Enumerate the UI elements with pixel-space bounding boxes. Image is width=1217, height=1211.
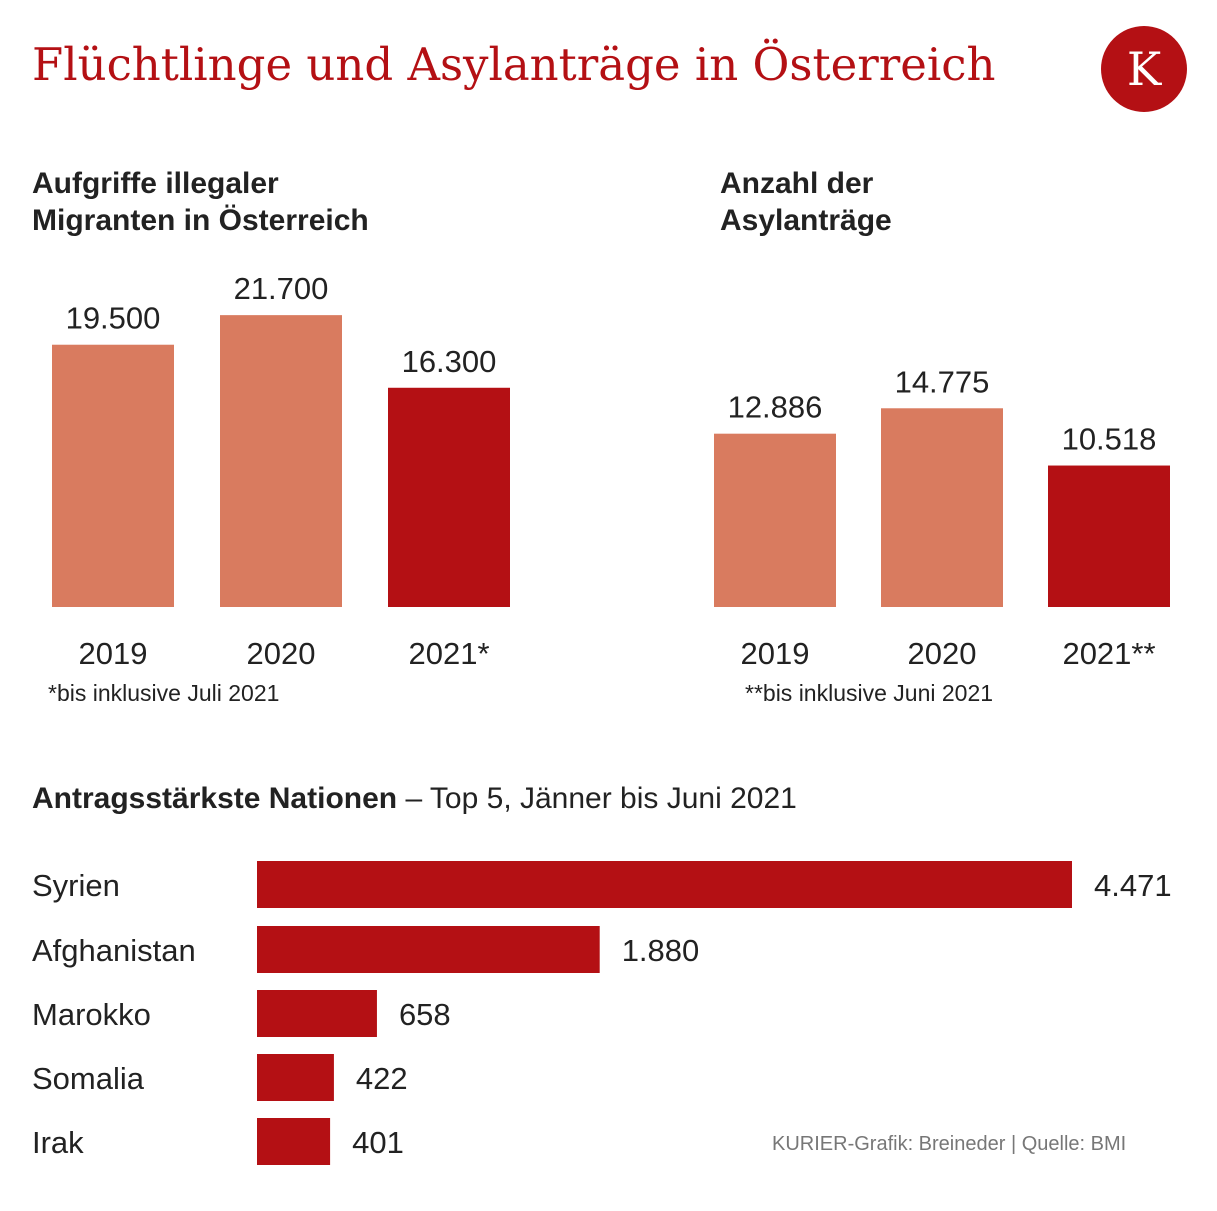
nations-bar-1	[257, 926, 600, 973]
nations-category-label-4: Irak	[32, 1125, 84, 1160]
chart2-title-line1: Anzahl der	[720, 167, 874, 200]
chart1-title-line2: Migranten in Österreich	[32, 204, 369, 237]
chart1-value-label-1: 21.700	[234, 271, 329, 306]
chart2-title-line2: Asylanträge	[720, 204, 892, 237]
chart1-category-label-1: 2020	[247, 636, 316, 671]
chart2-value-label-1: 14.775	[895, 364, 990, 399]
chart2-bar-2	[1048, 465, 1170, 607]
nations-category-label-0: Syrien	[32, 868, 120, 903]
chart2-category-label-1: 2020	[908, 636, 977, 671]
nations-category-label-1: Afghanistan	[32, 933, 196, 968]
chart2-value-label-0: 12.886	[728, 390, 823, 425]
nations-heading-subtitle: – Top 5, Jänner bis Juni 2021	[405, 782, 797, 815]
chart1-bar-1	[220, 315, 342, 607]
chart2-bar-0	[714, 433, 836, 607]
nations-value-label-4: 401	[352, 1125, 404, 1160]
nations-value-label-0: 4.471	[1094, 868, 1172, 903]
nations-heading-title: Antragsstärkste Nationen	[32, 782, 398, 815]
nations-value-label-3: 422	[356, 1061, 408, 1096]
chart1-value-label-0: 19.500	[66, 301, 161, 336]
chart1-category-label-0: 2019	[79, 636, 148, 671]
nations-bar-4	[257, 1118, 331, 1165]
nations-category-label-3: Somalia	[32, 1061, 145, 1096]
kurier-logo-letter: K	[1126, 42, 1162, 96]
nations-heading: Antragsstärkste Nationen – Top 5, Jänner…	[32, 782, 797, 816]
nations-bar-3	[257, 1054, 334, 1101]
nations-bar-0	[257, 861, 1072, 908]
chart1-value-label-2: 16.300	[402, 344, 497, 379]
chart1-bar-0	[52, 344, 174, 607]
chart1-footnote: *bis inklusive Juli 2021	[48, 680, 280, 706]
chart2-value-label-2: 10.518	[1062, 422, 1157, 457]
chart2-footnote: **bis inklusive Juni 2021	[745, 680, 994, 706]
chart1-bar-2	[388, 387, 510, 607]
nations-value-label-1: 1.880	[622, 933, 700, 968]
nations-category-label-2: Marokko	[32, 997, 151, 1032]
chart1-title: Aufgriffe illegaler Migranten in Österre…	[32, 165, 369, 239]
main-title: Flüchtlinge und Asylanträge in Österreic…	[32, 38, 996, 91]
chart1-title-line1: Aufgriffe illegaler	[32, 167, 279, 200]
chart1-category-label-2: 2021*	[408, 636, 489, 671]
nations-bar-2	[257, 990, 377, 1037]
kurier-logo: K	[1101, 26, 1187, 112]
chart2-category-label-2: 2021**	[1062, 636, 1155, 671]
chart2-title: Anzahl der Asylanträge	[720, 165, 892, 239]
credit-line: KURIER-Grafik: Breineder | Quelle: BMI	[772, 1133, 1127, 1155]
chart2-category-label-0: 2019	[741, 636, 810, 671]
chart2-bar-1	[881, 408, 1003, 607]
nations-value-label-2: 658	[399, 997, 451, 1032]
